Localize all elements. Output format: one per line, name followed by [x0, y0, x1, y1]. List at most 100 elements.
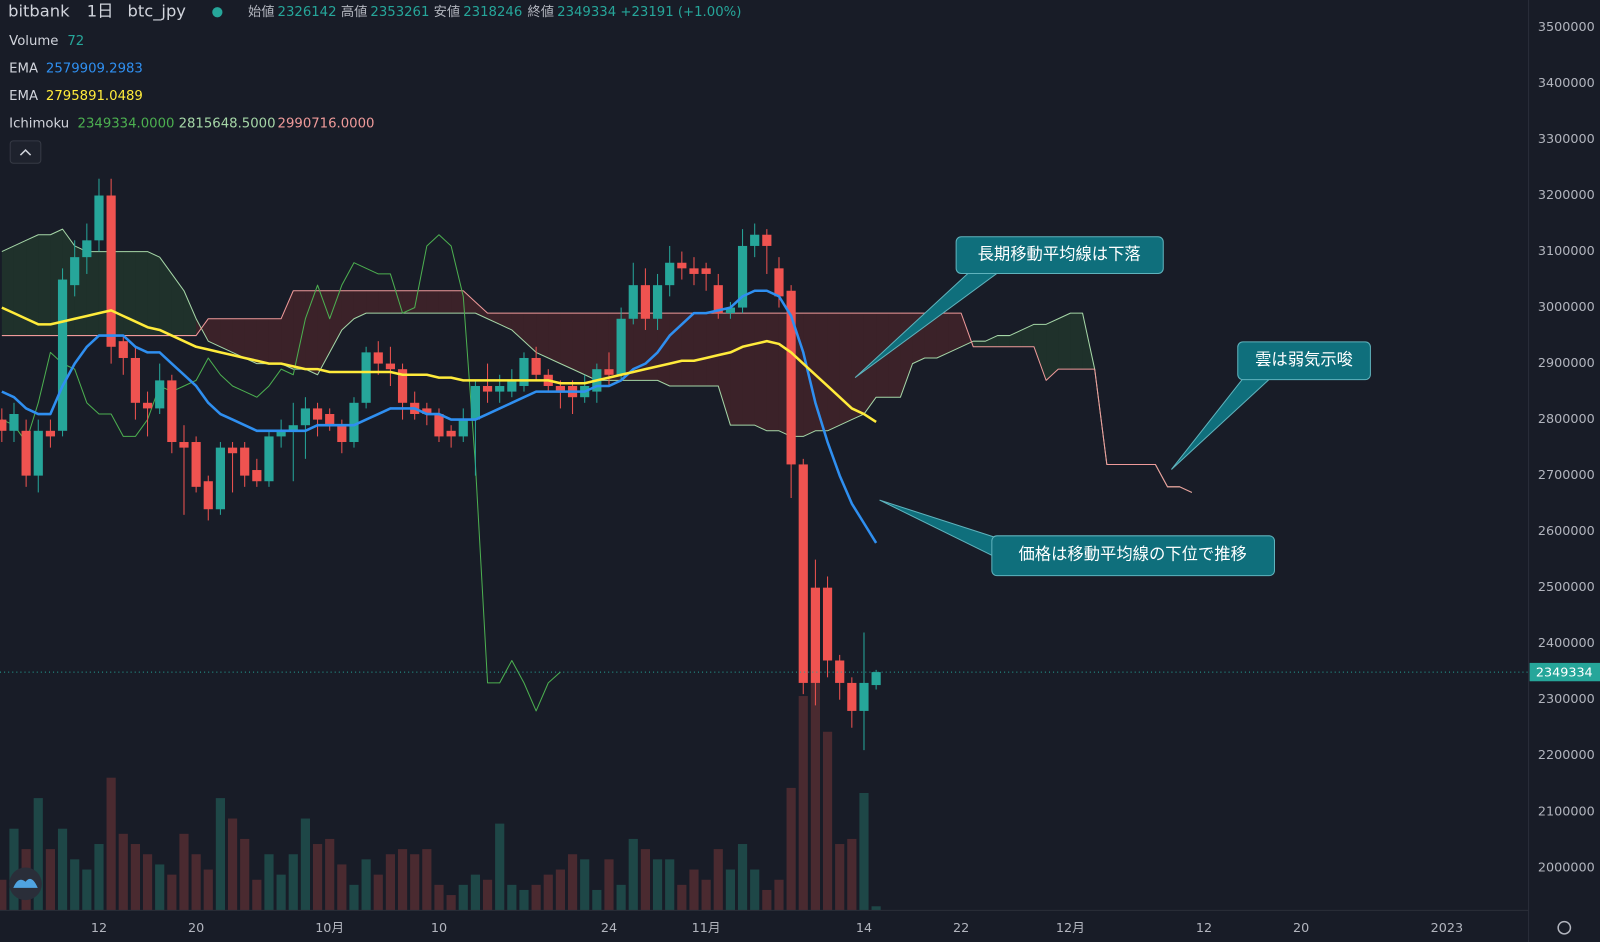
volume-bar	[203, 869, 213, 911]
y-tick-label: 2100000	[1538, 804, 1595, 819]
y-tick-label: 2600000	[1538, 524, 1595, 539]
cloud	[560, 313, 573, 370]
last-price-tag	[1529, 662, 1600, 682]
volume-bar	[555, 869, 565, 911]
cloud	[487, 313, 500, 325]
ohlc-value: 2318246	[463, 5, 522, 20]
legend: Volume 72 EMA 2579909.2983 EMA 2795891.0…	[9, 34, 374, 164]
cloud	[669, 313, 682, 386]
candle-body	[713, 285, 723, 314]
x-tick-label: 20	[1293, 921, 1309, 936]
x-tick-label: 2023	[1431, 921, 1463, 936]
legend-value: 2349334.0000	[78, 116, 175, 131]
volume-bar	[373, 874, 383, 911]
x-tick-label: 12	[91, 921, 107, 936]
volume-bar	[191, 854, 201, 911]
volume-bar	[592, 889, 602, 911]
volume-bar	[227, 818, 238, 911]
candle-body	[458, 419, 468, 437]
cloud	[256, 318, 269, 364]
volume-bar	[725, 869, 735, 911]
cloud	[985, 335, 998, 347]
volume-bar	[616, 884, 626, 911]
candle-body	[810, 587, 820, 683]
cloud	[645, 313, 658, 381]
lagging-span-line	[1, 234, 561, 712]
settings-icon[interactable]	[1557, 920, 1572, 935]
cloud	[293, 290, 306, 370]
candle-body	[689, 268, 699, 274]
volume-bar	[288, 854, 298, 911]
cloud	[839, 313, 852, 426]
cloud	[135, 251, 148, 336]
cloud	[353, 290, 367, 319]
exchange: bitbank	[8, 2, 70, 21]
cloud	[414, 290, 427, 314]
cloud	[851, 313, 864, 420]
cloud	[1033, 324, 1047, 381]
collapse-button[interactable]	[9, 140, 42, 164]
y-tick-label: 2900000	[1538, 356, 1595, 371]
y-tick-label: 3100000	[1538, 244, 1595, 259]
volume-bar	[665, 859, 675, 911]
candle-body	[762, 234, 772, 246]
volume-bar	[325, 838, 335, 911]
ohlc-label: 高値	[341, 3, 368, 20]
x-tick-label: 11月	[692, 921, 721, 936]
candle-body	[45, 430, 55, 437]
cloud	[147, 251, 160, 336]
callout-box	[955, 236, 1164, 275]
cloud	[633, 313, 646, 381]
candle-body	[385, 363, 395, 370]
ohlc-value: 2353261	[370, 5, 429, 20]
cloud	[123, 251, 136, 336]
cloud	[390, 290, 403, 314]
volume-bar	[0, 879, 7, 911]
volume-bar	[628, 838, 638, 911]
volume-bar	[750, 869, 760, 911]
cloud	[426, 290, 439, 314]
candle-body	[507, 380, 517, 392]
cloud	[159, 257, 172, 336]
x-tick-label: 10	[431, 921, 447, 936]
annotation: 価格は移動平均線の下位で推移	[1018, 545, 1246, 564]
volume-bar	[519, 889, 529, 911]
candle-body	[276, 430, 286, 437]
volume-bar	[215, 798, 225, 911]
collapse-icon	[19, 148, 32, 156]
legend-name: EMA	[9, 61, 38, 76]
x-tick-label: 12	[1196, 921, 1212, 936]
volume-bar	[179, 833, 189, 911]
cloud	[208, 318, 221, 347]
candle-body	[604, 369, 614, 375]
header: bitbank 1日 btc_jpy 始値 2326142 高値 2353261…	[8, 2, 741, 22]
volume-bar	[652, 859, 663, 911]
candle-body	[0, 419, 7, 431]
callout-box	[1237, 341, 1371, 381]
ohlc-value: 2326142	[278, 5, 337, 20]
interval: 1日	[87, 2, 114, 21]
volume-bar	[155, 864, 165, 911]
callout: 雲は弱気示唆	[1171, 341, 1371, 470]
cloud	[402, 290, 415, 314]
cloud	[1058, 313, 1071, 370]
cloud	[1, 245, 14, 336]
candle-body	[470, 385, 480, 420]
cloud	[754, 313, 767, 431]
cloud	[499, 313, 512, 330]
callout-box	[991, 535, 1275, 577]
volume-bar	[531, 884, 541, 911]
volume-bar	[762, 889, 772, 911]
candle-body	[422, 408, 432, 415]
volume-bar	[57, 828, 68, 911]
volume-bar	[871, 906, 881, 911]
cloud	[1070, 313, 1083, 370]
volume-bar	[507, 884, 517, 911]
candle-body	[179, 442, 189, 448]
volume-bar	[470, 874, 480, 911]
volume-bar	[106, 777, 116, 911]
cloud	[451, 290, 464, 314]
candle-body	[628, 285, 638, 319]
